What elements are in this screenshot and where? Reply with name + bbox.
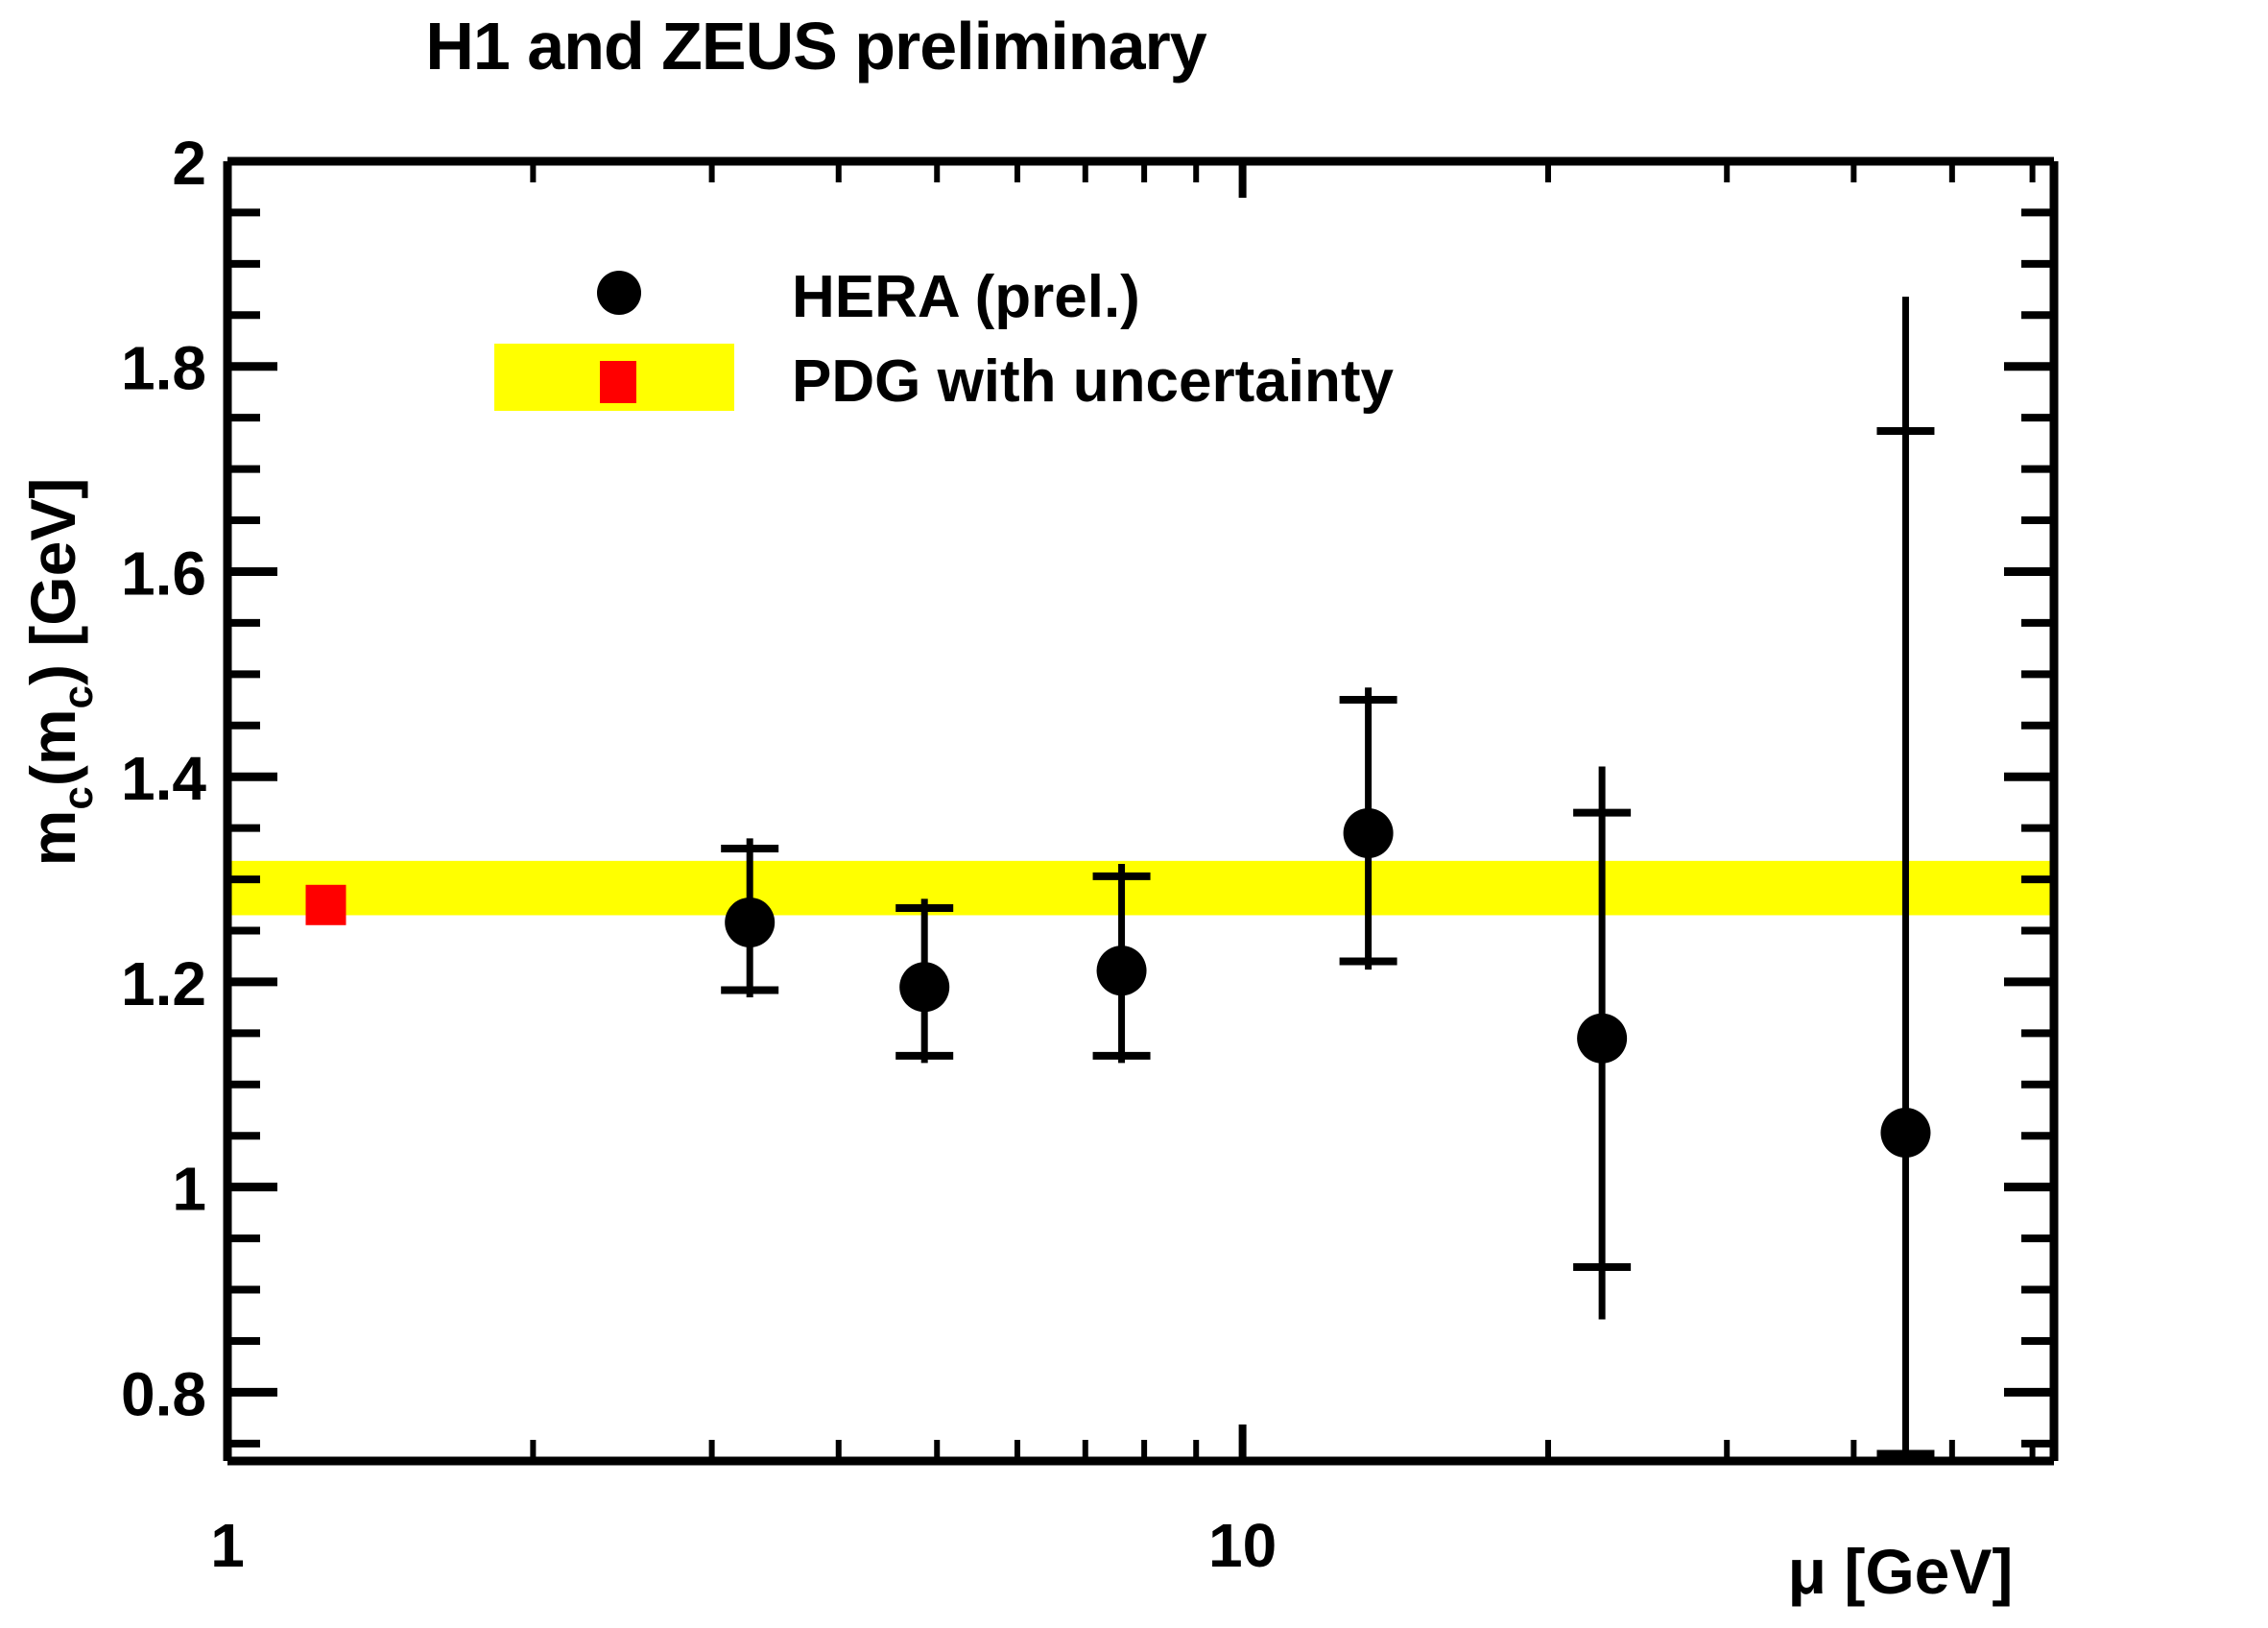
y-tick-label: 1.2 [121,949,206,1018]
data-point-marker [1343,807,1394,858]
legend: HERA (prel.) PDG with uncertainty [494,264,1394,415]
x-tick-label: 10 [1208,1511,1277,1580]
x-tick-label: 1 [210,1511,245,1580]
legend-entry-hera[interactable]: HERA (prel.) [597,264,1140,330]
legend-square-marker-icon [600,361,636,403]
y-axis-title-close: ) [GeV] [17,478,88,685]
data-point-marker [1577,1013,1628,1064]
axis-frame [223,156,2059,1466]
y-tick-label: 1 [172,1155,206,1224]
y-axis-title-sub2: c [55,685,102,708]
data-point [1573,766,1632,1320]
y-axis-title: mc(mc) [GeV] [17,478,102,867]
y-tick-label: 1.6 [121,539,206,608]
data-point-marker [899,962,950,1013]
y-tick-label: 1.4 [121,744,206,813]
pdg-central-marker [305,884,346,925]
axis-tick-labels: 2 1.8 1.6 1.4 1.2 1 0.8 1 10 [121,129,1277,1580]
data-point [721,838,779,997]
y-axis-title-sub1: c [55,786,102,809]
y-axis-title-m1: m [17,810,88,867]
pdg-uncertainty-band [227,860,2054,916]
data-point [1339,687,1397,970]
legend-entry-pdg[interactable]: PDG with uncertainty [494,344,1394,415]
data-point [895,898,954,1064]
hera-data-series [721,297,1935,1465]
legend-label-pdg: PDG with uncertainty [792,348,1394,415]
y-tick-label: 0.8 [121,1359,206,1428]
data-point [1092,864,1151,1064]
page-title: H1 and ZEUS preliminary [425,9,1206,84]
legend-circle-marker-icon [597,271,641,315]
legend-label-hera: HERA (prel.) [792,264,1140,330]
x-axis-title: μ [GeV] [1788,1536,2014,1607]
axis-ticks [224,156,2054,1461]
svg-text:mc(mc) [GeV]: mc(mc) [GeV] [17,478,102,867]
data-point-marker [1880,1108,1931,1159]
y-tick-label: 2 [172,129,206,198]
data-point-marker [725,897,776,947]
data-point-marker [1096,946,1147,996]
y-axis-title-open: (m [17,708,88,786]
y-tick-label: 1.8 [121,334,206,403]
data-point [1876,297,1935,1465]
